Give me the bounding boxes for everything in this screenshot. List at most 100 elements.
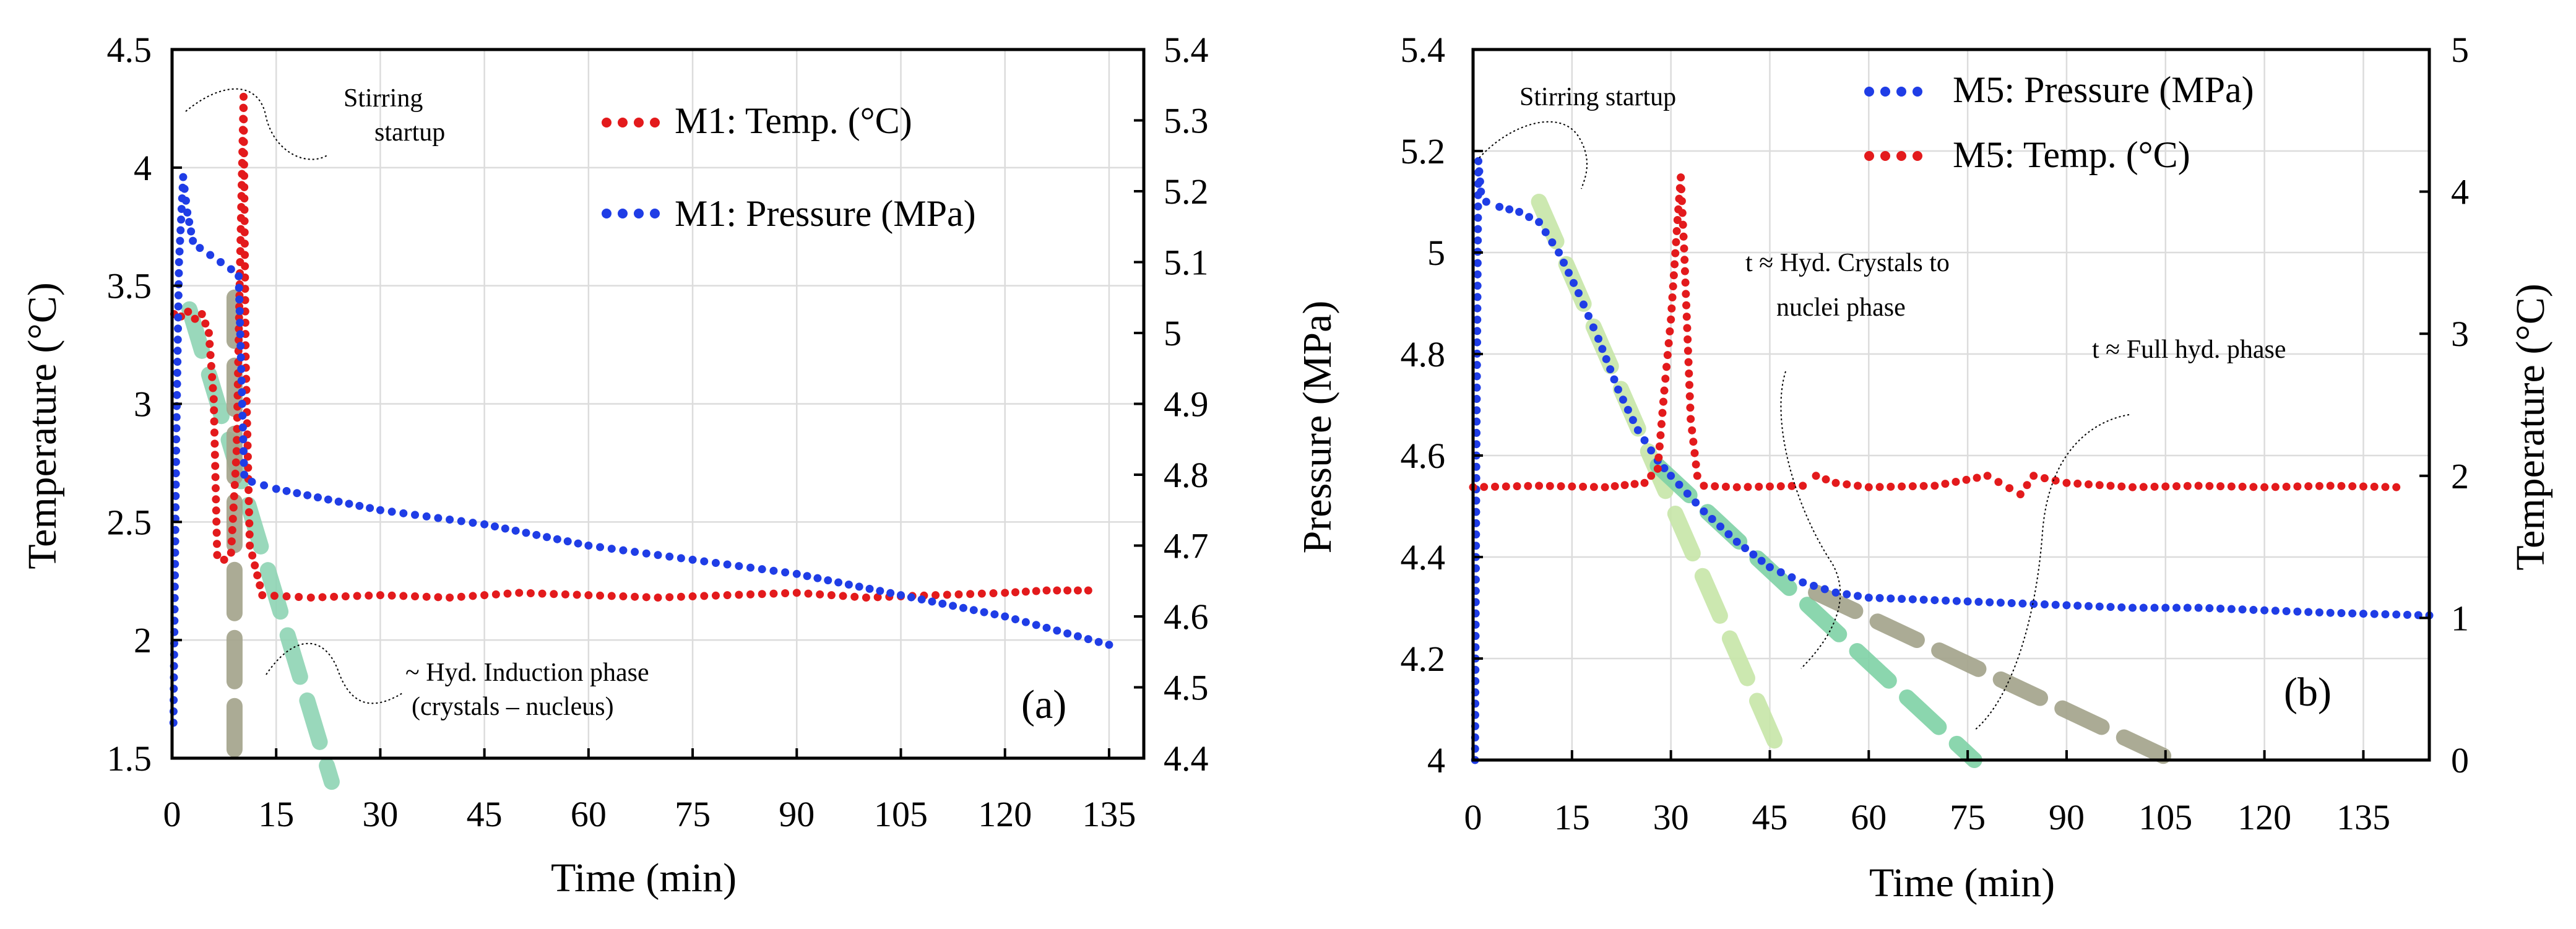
panel-b-series-1-point — [1568, 482, 1576, 491]
panel-a-series-0-point — [211, 473, 220, 482]
panel-b-legend-dot — [1913, 87, 1922, 97]
panel-b-series-0-point — [1942, 596, 1950, 605]
panel-a-series-1-point — [543, 533, 551, 542]
panel-a-series-1-point — [834, 578, 843, 587]
panel-b-series-1-point — [1658, 408, 1667, 417]
panel-a-series-0-point — [804, 589, 813, 598]
panel-a-series-1-point — [511, 526, 520, 535]
panel-b-series-0-point — [1692, 498, 1700, 507]
panel-b-series-1-point — [2205, 482, 2214, 490]
panel-b-series-0-point — [1541, 228, 1550, 236]
panel-b-series-1-point — [1680, 267, 1689, 275]
panel-b-series-0-point — [1473, 327, 1482, 335]
panel-a-y-right-tick-label: 5 — [1164, 313, 1182, 353]
panel-a-series-0-point — [353, 592, 361, 600]
panel-a-series-0-point — [232, 447, 241, 456]
panel-b-series-1-point — [1679, 232, 1688, 241]
panel-a-x-tick-label: 15 — [258, 794, 294, 834]
panel-b-series-1-point — [2293, 482, 2302, 491]
panel-a-series-1-point — [574, 539, 582, 548]
panel-b-series-0-point — [1963, 597, 1972, 606]
panel-b-series-1-point — [1513, 482, 1521, 491]
panel-b-series-0-point — [1875, 594, 1884, 602]
panel-a-series-1-point — [723, 560, 732, 569]
panel-a-series-1-point — [928, 597, 936, 606]
panel-a-series-1-point — [897, 591, 905, 600]
panel-a-x-axis-label: Time (min) — [551, 855, 737, 901]
panel-b-series-0-point — [2216, 604, 2225, 613]
panel-a-legend-dot — [650, 118, 660, 127]
panel-a-series-0-point — [434, 593, 443, 602]
panel-a-series-1-point — [792, 569, 801, 578]
panel-b-legend-dot — [1864, 87, 1874, 97]
panel-a-series-0-point — [943, 590, 951, 599]
panel-b-series-0-point — [2381, 610, 2390, 618]
panel-b-series-0-point — [1614, 385, 1622, 394]
panel-a-series-0-point — [212, 495, 220, 504]
panel-b-x-tick-label: 60 — [1851, 797, 1887, 837]
panel-a-series-0-point — [240, 240, 249, 248]
panel-b-series-0-point — [1473, 282, 1482, 290]
panel-a-series-1-point — [735, 562, 743, 571]
panel-a-series-0-point — [850, 592, 859, 601]
panel-a-series-1-point — [334, 498, 343, 506]
panel-a-series-1-point — [181, 196, 190, 205]
panel-a-series-0-point — [241, 251, 249, 259]
panel-a-y-left-tick-label: 1.5 — [107, 738, 152, 779]
panel-b-series-1-point — [1678, 209, 1687, 217]
panel-a-series-1-point — [314, 493, 322, 502]
panel-b-series-1-point — [1524, 482, 1532, 490]
panel-b-series-0-point — [1787, 573, 1796, 582]
panel-a-series-0-point — [240, 92, 248, 101]
panel-a-series-1-point — [260, 481, 269, 490]
panel-a-legend-dot — [650, 209, 660, 218]
panel-a-series-1-point — [227, 265, 235, 274]
panel-b-series-0-point — [1472, 372, 1481, 381]
panel-b-series-0-point — [1482, 197, 1490, 206]
panel-b-series-0-point — [1475, 167, 1484, 176]
panel-b-series-0-point — [2326, 608, 2335, 617]
panel-b-series-0-point — [2117, 603, 2126, 611]
panel-a-series-0-point — [676, 592, 685, 601]
panel-a-series-1-point — [235, 307, 244, 316]
panel-a-series-1-point — [175, 280, 183, 288]
panel-b-series-0-point — [1700, 507, 1708, 516]
panel-b-series-0-point — [1986, 598, 1994, 607]
panel-a-series-0-point — [241, 273, 249, 282]
panel-a-series-1-point — [676, 554, 685, 563]
panel-b-series-0-point — [1831, 588, 1840, 597]
panel-a-series-1-point — [855, 582, 863, 591]
panel-b-series-0-point — [2139, 603, 2148, 612]
panel-b-series-1-point — [1640, 478, 1649, 487]
panel-a-y-axis-label: Temperature (°C) — [20, 282, 65, 569]
panel-b-series-0-point — [2260, 606, 2269, 615]
panel-a-series-1-point — [553, 535, 561, 543]
panel-a-series-0-point — [244, 497, 253, 506]
panel-b-series-1-point — [1941, 480, 1950, 488]
panel-b-series-1-point — [1491, 482, 1500, 491]
panel-b-series-1-point — [1683, 335, 1692, 344]
panel-a-series-1-point — [238, 412, 247, 420]
panel-a-y-right-tick-label: 5.4 — [1164, 30, 1209, 70]
panel-a-series-1-point — [235, 272, 243, 280]
panel-a-series-1-point — [711, 558, 720, 567]
panel-b-series-1-point — [2304, 482, 2313, 491]
panel-a-series-0-point — [607, 592, 616, 600]
panel-b-series-1-point — [1812, 472, 1820, 480]
panel-b-series-1-point — [2183, 482, 2192, 490]
panel-a-series-1-point — [700, 557, 709, 566]
panel-a-series-1-point — [563, 537, 572, 546]
panel-a-series-1-point — [917, 595, 926, 604]
panel-a-series-0-point — [240, 137, 248, 146]
panel-a-series-0-point — [1021, 587, 1030, 596]
panel-b-series-0-point — [2183, 603, 2192, 612]
panel-a-series-1-point — [1073, 632, 1082, 641]
panel-b-series-1-point — [1682, 313, 1691, 321]
panel-a-series-1-point — [1053, 626, 1061, 635]
panel-a-series-0-point — [700, 592, 709, 600]
panel-a-series-1-point — [665, 552, 674, 561]
panel-a-series-0-point — [1063, 586, 1072, 595]
panel-b-x-tick-label: 15 — [1554, 797, 1590, 837]
panel-b-series-1-point — [1660, 386, 1669, 395]
panel-a-x-tick-label: 90 — [779, 794, 815, 834]
